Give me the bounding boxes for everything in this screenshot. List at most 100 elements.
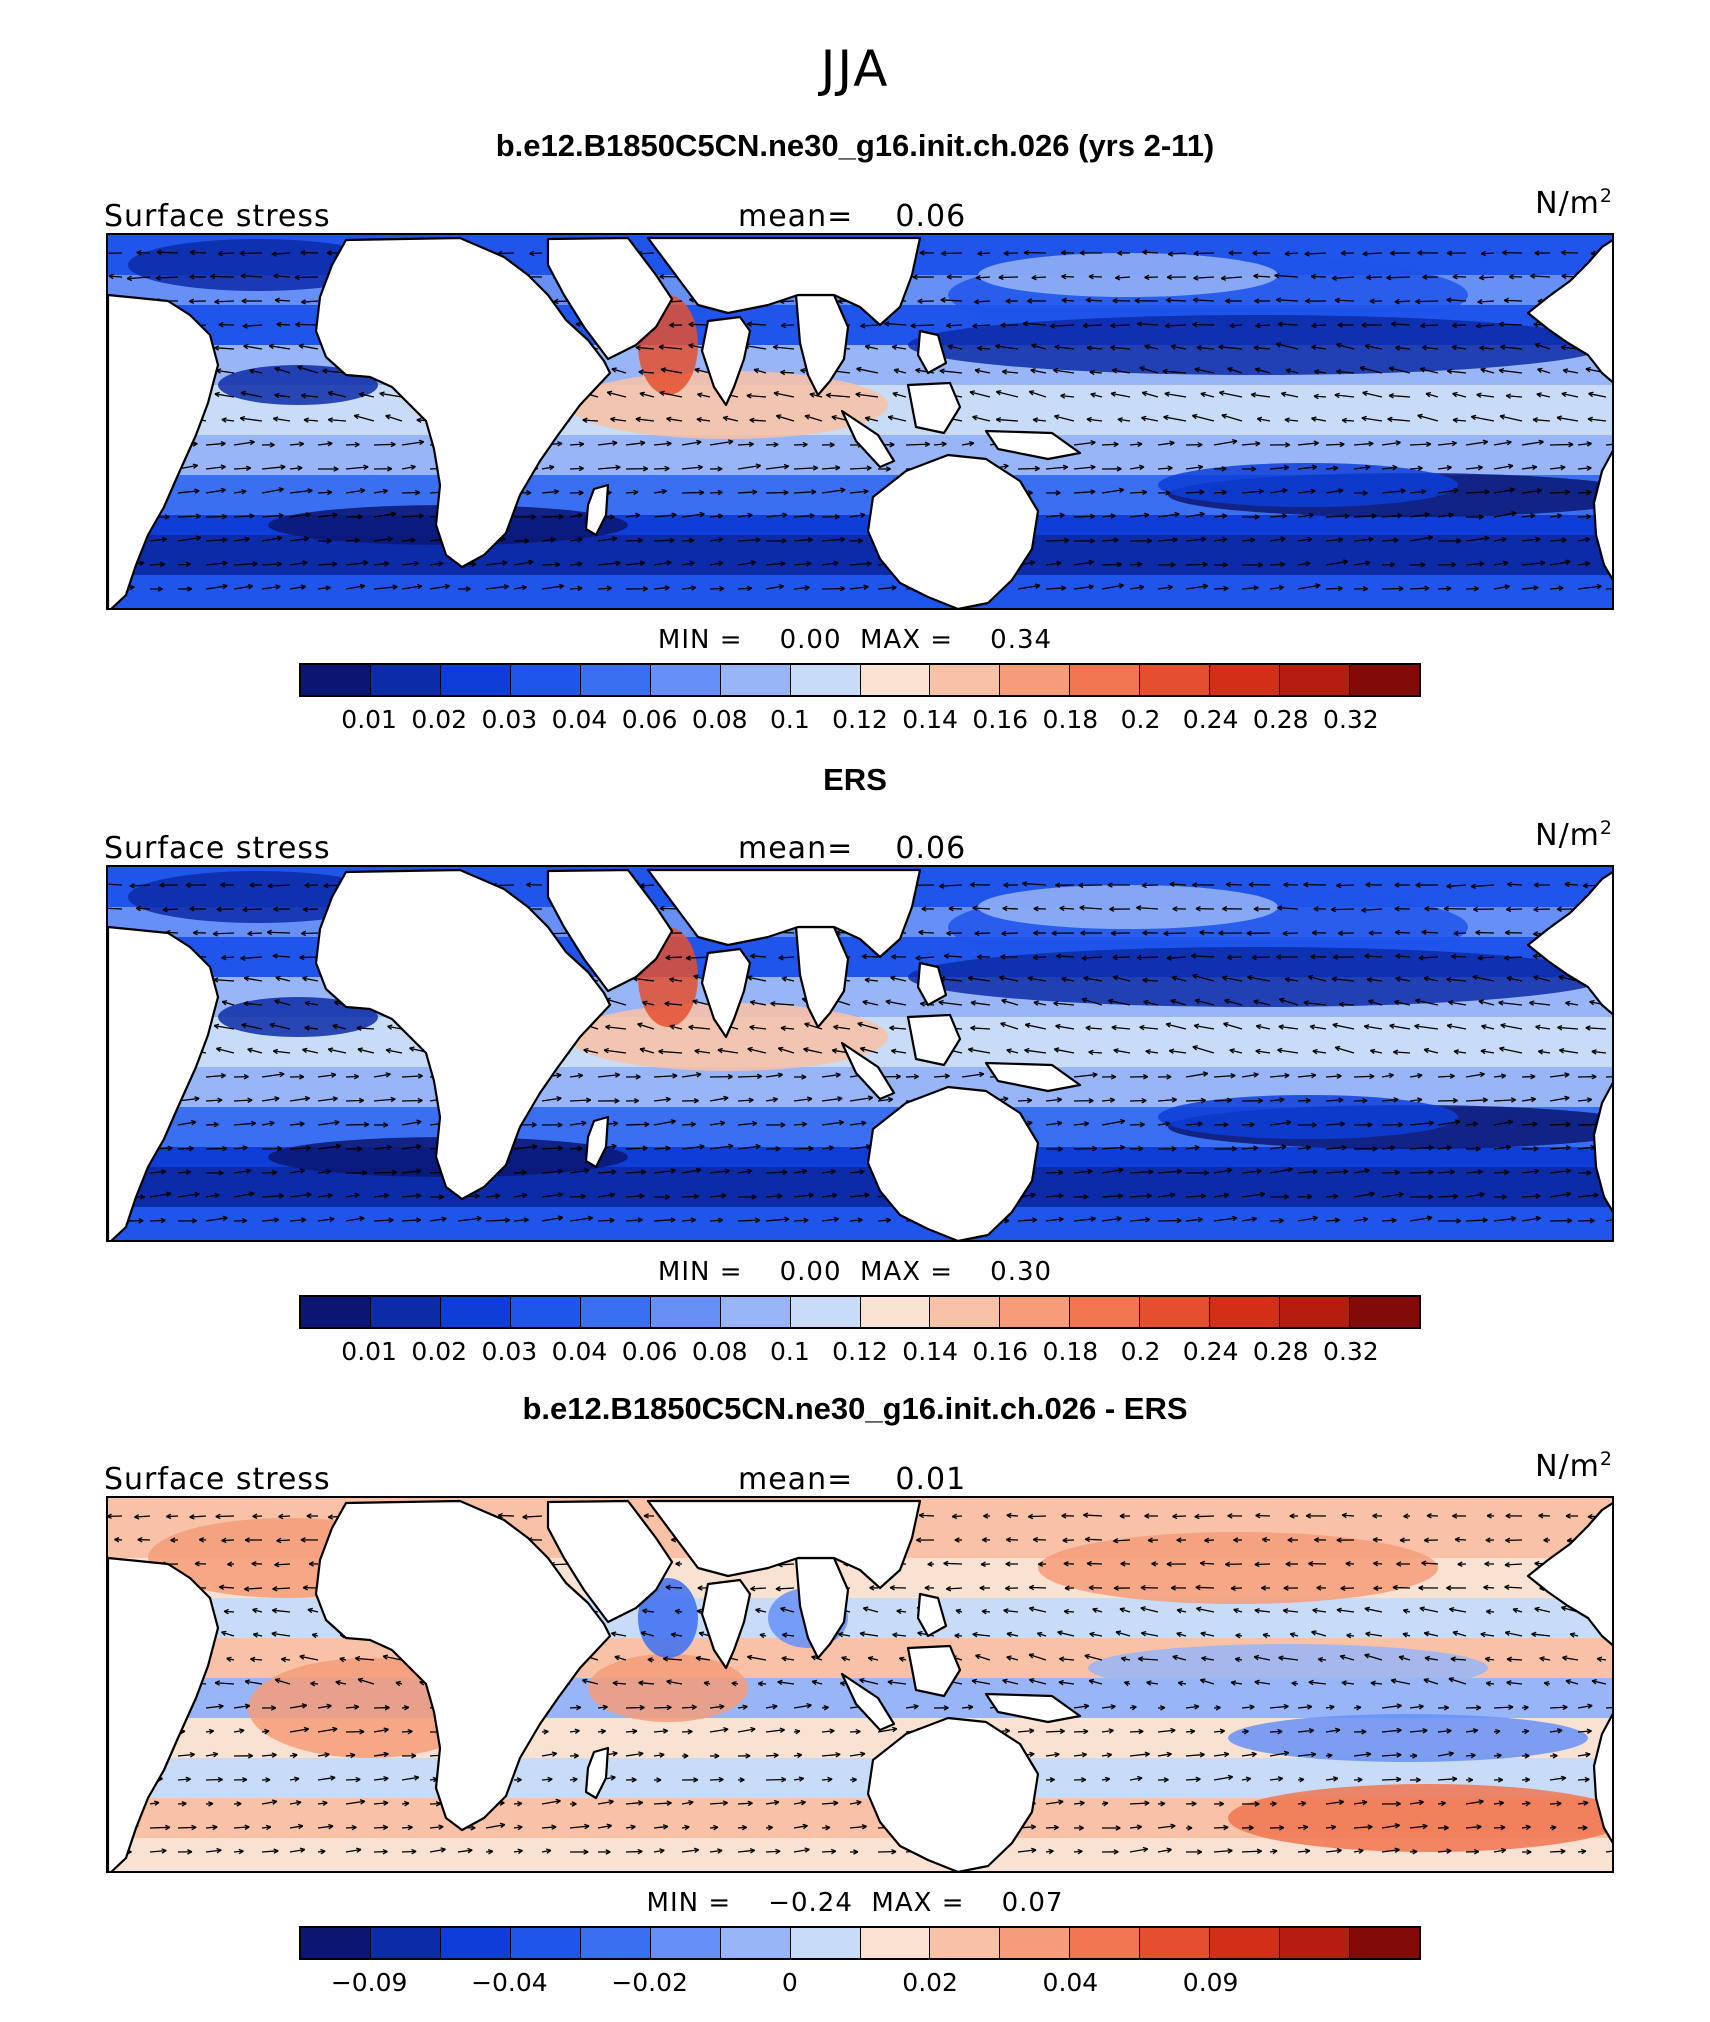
colorbar-tick-label: 0.04 (552, 1337, 608, 1366)
vector-arrow (1166, 300, 1186, 301)
vector-arrow (1194, 253, 1214, 254)
vector-arrow (1196, 1587, 1214, 1588)
vector-arrow (1393, 1587, 1410, 1588)
stress-feature (1228, 1714, 1588, 1762)
colorbar-box (371, 665, 441, 695)
colorbar-tick-label: 0.18 (1043, 705, 1099, 734)
vector-arrow (654, 1707, 671, 1708)
vector-arrow (206, 1148, 227, 1149)
colorbar-tick-label: 0.16 (972, 705, 1028, 734)
vector-arrow (1354, 1076, 1374, 1077)
vector-arrow (1074, 516, 1095, 517)
vector-arrow (1386, 277, 1410, 278)
stress-field-map (108, 1498, 1614, 1873)
colorbar-tick-label: 0.2 (1121, 1337, 1161, 1366)
colorbar-box (1140, 665, 1210, 695)
vector-arrow (1331, 909, 1354, 910)
vector-arrow (1550, 492, 1570, 493)
vector-arrow (1018, 468, 1040, 469)
colorbar-box (441, 665, 511, 695)
stress-feature (1038, 1532, 1438, 1604)
vector-arrow (542, 564, 560, 565)
vector-arrow (301, 933, 318, 934)
colorbar-box (511, 1297, 581, 1327)
colorbar-box (930, 1297, 1000, 1327)
colorbar-box (511, 665, 581, 695)
colorbar-box (791, 1297, 861, 1327)
vector-arrow (498, 1515, 514, 1516)
vector-arrow (1083, 325, 1102, 326)
colorbar-box (651, 665, 721, 695)
vector-arrow (1158, 1220, 1181, 1221)
colorbar-tick-label: 0.32 (1323, 705, 1379, 734)
colorbar-tick-label: 0.04 (552, 705, 608, 734)
colorbar-tick-label: 0.08 (692, 1337, 748, 1366)
vector-arrow (1142, 885, 1158, 886)
vector-arrow (1606, 1076, 1614, 1077)
colorbar-tick-label: 0.16 (972, 1337, 1028, 1366)
panel-1: Surface stress mean= 0.06 N/m2 MIN = 0.0… (0, 199, 1710, 759)
stress-band (108, 1207, 1614, 1242)
stress-feature (1158, 463, 1458, 507)
vector-arrow (1029, 1587, 1046, 1588)
vector-arrow (1102, 564, 1122, 565)
colorbar-tick-label: 0.06 (622, 705, 678, 734)
vector-arrow (346, 1100, 364, 1101)
colorbar-box (651, 1297, 721, 1327)
vector-arrow (1561, 252, 1578, 253)
vector-arrow (822, 588, 845, 589)
vector-arrow (1504, 300, 1522, 301)
colorbar-box (721, 1297, 791, 1327)
vector-arrow (654, 540, 674, 541)
vector-arrow (626, 1851, 642, 1852)
vector-arrow (626, 1124, 649, 1125)
vector-arrow (1046, 540, 1069, 541)
colorbar-box (791, 665, 861, 695)
vector-arrow (178, 516, 201, 517)
colorbar-tick-label: 0.03 (482, 1337, 538, 1366)
colorbar-box (581, 665, 651, 695)
vector-arrow (215, 301, 234, 302)
vector-arrow (1534, 909, 1550, 910)
colorbar-tick-label: 0.28 (1253, 1337, 1309, 1366)
colorbar-box (1210, 1297, 1280, 1327)
vector-arrow (1438, 564, 1456, 565)
vector-arrow (150, 1827, 170, 1828)
panel-3-title: b.e12.B1850C5CN.ne30_g16.init.ch.026 - E… (0, 1391, 1710, 1427)
vector-arrow (1164, 933, 1186, 934)
unit-label: N/m2 (1535, 817, 1613, 853)
panel-3: Surface stress mean= 0.01 N/m2 MIN = −0.… (0, 1462, 1710, 2022)
min-max-line: MIN = 0.00 MAX = 0.30 (0, 1257, 1710, 1287)
vector-arrow (906, 444, 930, 445)
colorbar-box (441, 1297, 511, 1327)
vector-arrow (267, 932, 290, 933)
vector-arrow (626, 1707, 644, 1708)
colorbar-box (1280, 665, 1350, 695)
colorbar-tick-label: 0.12 (832, 705, 888, 734)
vector-arrow (213, 933, 234, 934)
colorbar-box (371, 1297, 441, 1327)
mean-label: mean= 0.06 (738, 831, 966, 866)
colorbar-box (1070, 1297, 1140, 1327)
vector-arrow (1186, 564, 1207, 565)
vector-arrow (1606, 588, 1614, 589)
vector-arrow (157, 252, 178, 253)
colorbar-tick-label: 0.1 (770, 1337, 810, 1366)
colorbar-box (301, 665, 371, 695)
stress-field-map (108, 867, 1614, 1242)
colorbar-box (301, 1297, 371, 1327)
colorbar-tick-label: 0.02 (411, 1337, 467, 1366)
vector-arrow (1382, 1779, 1401, 1780)
vector-arrow (402, 1100, 422, 1101)
vector-arrow (216, 1516, 234, 1517)
colorbar-tick-label: 0.2 (1121, 705, 1161, 734)
vector-arrow (301, 252, 318, 253)
vector-arrow (682, 1196, 699, 1197)
vector-arrow (738, 1076, 762, 1077)
stress-feature (978, 253, 1278, 297)
field-label: Surface stress (104, 1462, 331, 1497)
mean-value: 0.01 (895, 1462, 966, 1497)
stress-band (108, 575, 1614, 610)
colorbar-tick-label: 0.02 (411, 705, 467, 734)
